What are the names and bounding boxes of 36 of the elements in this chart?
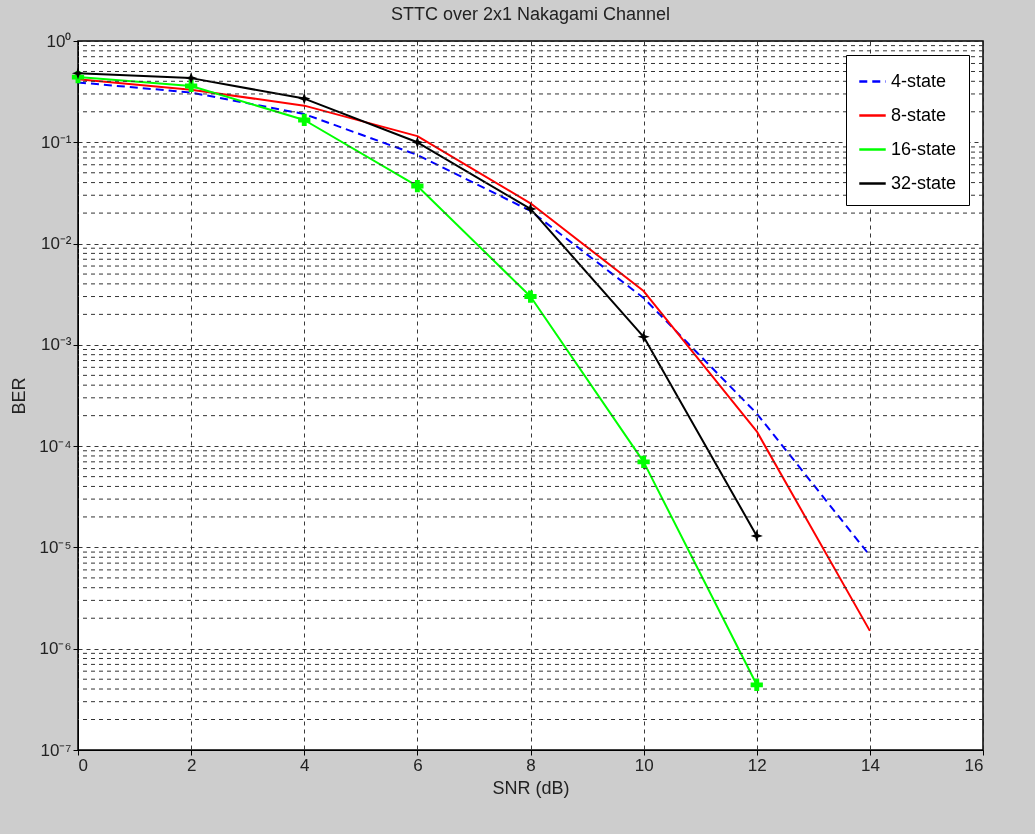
x-tick-label: 8: [526, 755, 536, 775]
point: [185, 79, 198, 93]
y-tick-label: 10⁰: [46, 31, 72, 51]
x-tick-label: 0: [78, 755, 88, 775]
x-axis-title: SNR (dB): [492, 777, 570, 798]
y-axis-title: BER: [9, 377, 30, 415]
x-tick-label: 2: [186, 755, 197, 775]
point: [524, 290, 537, 303]
point: [637, 330, 650, 343]
legend-label: 16-state: [891, 138, 957, 159]
x-tick-label: 4: [300, 755, 310, 775]
y-tick-label: 10⁻³: [40, 335, 72, 355]
point: [524, 202, 537, 216]
point: [411, 136, 424, 149]
y-tick-label: 10⁻¹: [40, 132, 72, 152]
legend-label: 32-state: [891, 172, 957, 193]
legend-label: 8-state: [891, 104, 947, 125]
y-tick-label: 10⁻⁴: [39, 436, 72, 456]
x-tick-label: 12: [747, 755, 767, 775]
point: [750, 529, 763, 543]
x-tick-label: 16: [964, 755, 984, 775]
point: [185, 72, 198, 85]
x-tick-label: 14: [860, 755, 880, 775]
y-tick-label: 10⁻²: [40, 234, 72, 254]
y-tick-label: 10⁻⁵: [39, 537, 72, 557]
y-tick-label: 10⁻⁷: [40, 740, 72, 760]
legend-label: 4-state: [891, 70, 947, 91]
x-tick-label: 6: [413, 755, 423, 775]
point: [298, 113, 311, 127]
y-tick-label: 10⁻⁶: [39, 639, 72, 659]
point: [637, 455, 650, 468]
point: [411, 179, 424, 193]
point: [750, 678, 763, 691]
x-tick-label: 10: [634, 755, 654, 775]
chart-title: STTC over 2x1 Nakagami Channel: [390, 4, 671, 24]
point: [298, 92, 311, 105]
